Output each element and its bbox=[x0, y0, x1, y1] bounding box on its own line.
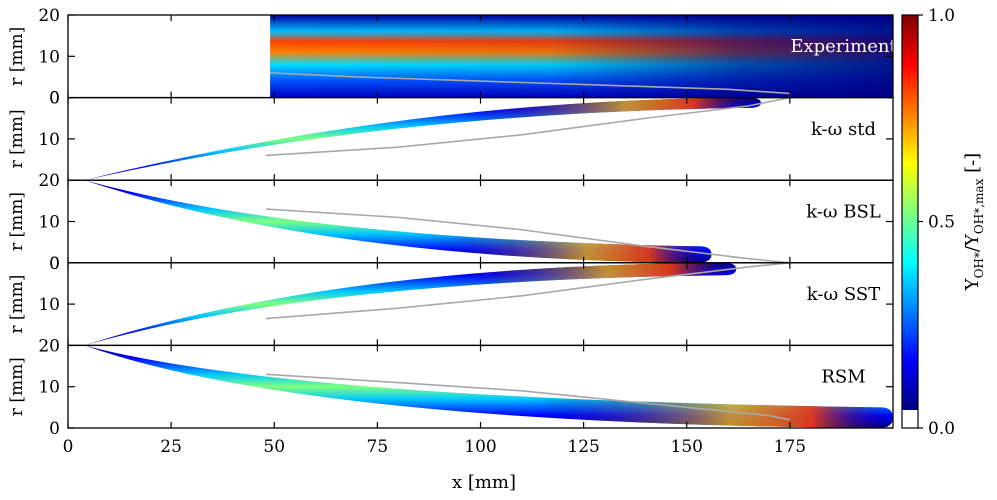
colorbar: 0.0 0.5 1.0 YOH*/YOH*,max [-] bbox=[901, 6, 986, 439]
colorbar-tick-label: 0.0 bbox=[928, 419, 955, 439]
panel-3: k-ω SST bbox=[84, 262, 880, 346]
x-axis-label: x [mm] bbox=[452, 472, 516, 493]
panel-0: Experiment bbox=[270, 15, 897, 98]
r-tick-label: 10 bbox=[38, 47, 60, 67]
colorbar-tick-label: 1.0 bbox=[928, 6, 955, 26]
r-axis-label: r [mm] bbox=[7, 192, 27, 251]
panel-label: RSM bbox=[821, 367, 865, 388]
r-tick-label: 0 bbox=[49, 89, 60, 109]
r-tick-label: 0 bbox=[49, 419, 60, 439]
r-tick-label: 0 bbox=[49, 89, 60, 109]
x-tick-label: 125 bbox=[567, 437, 599, 457]
x-tick-label: 25 bbox=[160, 437, 182, 457]
r-tick-label: 20 bbox=[38, 171, 60, 191]
panel-label: Experiment bbox=[790, 36, 897, 57]
colorbar-below-range bbox=[902, 410, 918, 428]
panel-label: k-ω std bbox=[811, 119, 876, 140]
r-axis-label: r [mm] bbox=[7, 357, 27, 416]
r-axis-label: r [mm] bbox=[7, 27, 27, 86]
r-axis-label: r [mm] bbox=[7, 109, 27, 168]
r-tick-label: 10 bbox=[38, 378, 60, 398]
experiment-contour bbox=[265, 97, 791, 157]
experiment-contour bbox=[265, 208, 790, 263]
flame-intensity bbox=[84, 97, 761, 181]
r-tick-label: 0 bbox=[49, 254, 60, 274]
flame-intensity bbox=[84, 262, 737, 346]
colorbar-gradient bbox=[902, 15, 918, 410]
r-tick-label: 20 bbox=[38, 6, 60, 26]
panel-label: k-ω BSL bbox=[806, 201, 881, 222]
x-tick-label: 150 bbox=[671, 437, 703, 457]
r-axis-label: r [mm] bbox=[7, 275, 27, 334]
experiment-contour bbox=[265, 373, 791, 421]
r-tick-label: 10 bbox=[38, 130, 60, 150]
flame-intensity bbox=[84, 180, 712, 263]
r-tick-label: 20 bbox=[38, 336, 60, 356]
panel-4: RSM bbox=[84, 345, 893, 428]
colorbar-label: YOH*/YOH*,max [-] bbox=[962, 153, 986, 291]
x-tick-label: 100 bbox=[464, 437, 496, 457]
r-tick-label: 0 bbox=[49, 254, 60, 274]
panels: Experiment k-ω std k-ω BSL k-ω SST RSM bbox=[84, 15, 897, 428]
panel-2: k-ω BSL bbox=[84, 180, 881, 263]
colorbar-tick-label: 0.5 bbox=[928, 213, 955, 233]
r-tick-label: 10 bbox=[38, 295, 60, 315]
x-tick-label: 0 bbox=[63, 437, 74, 457]
x-tick-label: 50 bbox=[263, 437, 285, 457]
experiment-contour bbox=[265, 262, 790, 320]
r-tick-label: 10 bbox=[38, 213, 60, 233]
x-tick-label: 75 bbox=[367, 437, 389, 457]
flame-band bbox=[84, 97, 761, 181]
x-tick-label: 175 bbox=[774, 437, 806, 457]
panel-1: k-ω std bbox=[84, 97, 876, 181]
panel-label: k-ω SST bbox=[807, 284, 880, 305]
